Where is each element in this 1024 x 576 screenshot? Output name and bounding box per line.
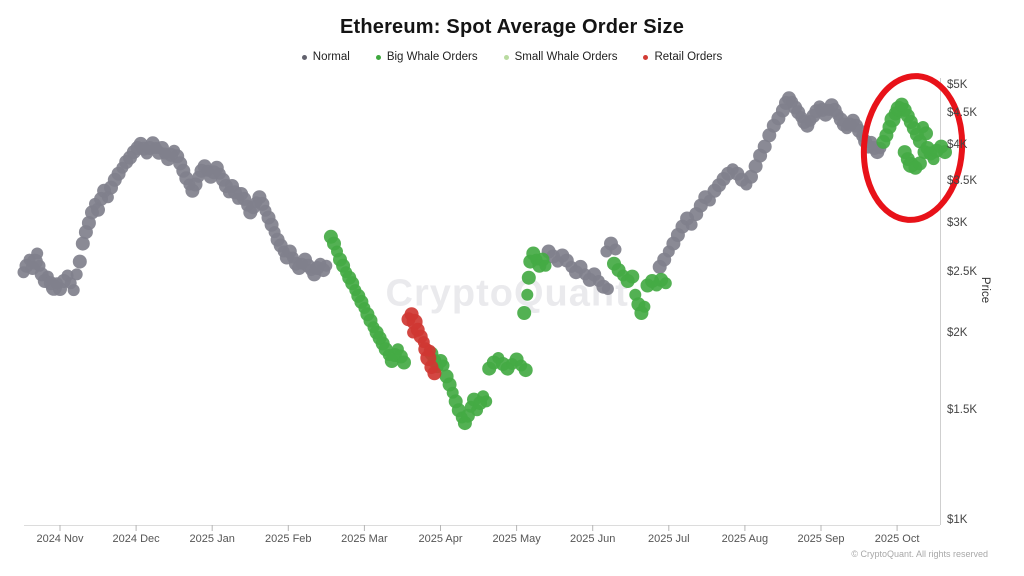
- data-point: [659, 277, 672, 290]
- chart-title: Ethereum: Spot Average Order Size: [339, 16, 685, 38]
- y-axis-label: $2.5K: [947, 266, 978, 279]
- y-axis-label: $5K: [947, 79, 968, 91]
- x-axis-label: 2025 Feb: [265, 533, 312, 545]
- data-point: [938, 145, 952, 160]
- normal-legend-dot-icon: [301, 54, 307, 60]
- data-point: [912, 156, 927, 171]
- data-point: [744, 169, 758, 184]
- data-point: [480, 395, 493, 408]
- x-axis-label: 2025 Apr: [418, 533, 463, 545]
- data-point: [31, 247, 44, 260]
- legend-label: Normal: [312, 51, 350, 63]
- y-axis-label: $1K: [947, 513, 968, 526]
- data-point: [625, 269, 640, 284]
- legend-item-normal[interactable]: Normal: [301, 51, 350, 63]
- y-axis-label: $2K: [947, 326, 968, 339]
- series-retail-orders: [401, 307, 442, 381]
- copyright-text: © CryptoQuant. All rights reserved: [851, 549, 988, 559]
- legend-label: Retail Orders: [654, 51, 723, 63]
- data-point: [609, 243, 622, 256]
- data-point: [320, 259, 333, 272]
- y-axis-label: $4K: [947, 139, 968, 152]
- legend: Normal Big Whale Orders Small Whale Orders…: [0, 51, 1024, 63]
- data-point: [539, 259, 552, 272]
- series-big-whale-orders: [323, 97, 952, 431]
- big-whale-legend-dot-icon: [375, 54, 381, 60]
- retail-legend-dot-icon: [643, 54, 649, 60]
- data-point: [81, 216, 96, 230]
- data-point: [748, 159, 763, 174]
- data-point: [601, 283, 614, 295]
- y-axis-label: $4.5K: [947, 107, 978, 120]
- x-axis-label: 2025 May: [492, 533, 541, 545]
- x-axis-label: 2025 Sep: [797, 533, 845, 545]
- data-point: [72, 254, 87, 269]
- data-point: [638, 300, 651, 313]
- legend-item-big-whale[interactable]: Big Whale Orders: [375, 51, 478, 63]
- x-axis-label: 2024 Nov: [36, 533, 84, 545]
- y-axis-label: $3.5K: [947, 175, 978, 188]
- data-point: [757, 139, 772, 154]
- x-axis-label: 2025 Mar: [341, 533, 388, 545]
- legend-label: Small Whale Orders: [514, 51, 618, 63]
- data-point: [521, 270, 536, 285]
- y-axis-title: Price: [979, 276, 991, 304]
- legend-item-small-whale[interactable]: Small Whale Orders: [503, 51, 618, 63]
- x-axis-label: 2025 Oct: [874, 533, 920, 545]
- data-point: [423, 344, 436, 357]
- data-point: [521, 288, 534, 301]
- highlight-ellipse-annotation: [860, 73, 966, 223]
- data-point: [919, 126, 933, 141]
- data-point: [397, 355, 411, 370]
- data-point: [67, 284, 80, 297]
- y-axis-label: $3K: [947, 216, 968, 229]
- x-axis-label: 2024 Dec: [112, 533, 160, 545]
- x-axis-label: 2025 Jan: [189, 533, 235, 545]
- data-point: [685, 218, 698, 231]
- data-point: [91, 202, 105, 217]
- data-point: [70, 268, 83, 281]
- x-axis-label: 2025 Aug: [721, 533, 769, 545]
- data-point: [518, 363, 533, 378]
- legend-item-retail[interactable]: Retail Orders: [643, 51, 722, 63]
- data-point: [437, 359, 450, 372]
- data-point: [407, 326, 420, 339]
- data-point: [427, 366, 442, 381]
- data-point: [75, 236, 90, 251]
- legend-label: Big Whale Orders: [386, 51, 478, 63]
- data-point: [517, 306, 532, 320]
- x-axis-label: 2025 Jun: [570, 533, 616, 545]
- series-normal: [17, 91, 887, 297]
- y-axis-label: $1.5K: [947, 404, 978, 417]
- small-whale-legend-dot-icon: [503, 54, 509, 60]
- x-axis-label: 2025 Jul: [648, 533, 690, 545]
